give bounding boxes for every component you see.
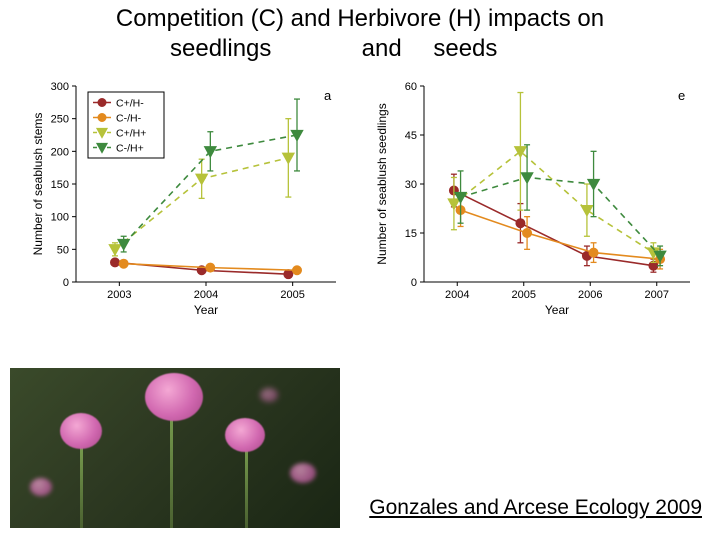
title-and: and (337, 34, 427, 64)
title-seeds: seeds (433, 34, 553, 64)
svg-text:250: 250 (51, 114, 69, 126)
svg-text:2004: 2004 (445, 289, 469, 301)
svg-text:2004: 2004 (194, 289, 218, 301)
seablush-photo (10, 368, 340, 528)
svg-text:2006: 2006 (578, 289, 602, 301)
svg-text:2003: 2003 (107, 289, 131, 301)
svg-text:C+/H+: C+/H+ (116, 128, 146, 140)
chart-a-svg: 0 50 100 150 200 250 300 2003 2004 2005 Year Number… (28, 78, 348, 318)
svg-text:Year: Year (545, 303, 569, 317)
svg-text:200: 200 (51, 146, 69, 158)
svg-text:C-/H-: C-/H- (116, 113, 142, 125)
svg-text:150: 150 (51, 179, 69, 191)
page-title: Competition (C) and Herbivore (H) impact… (0, 4, 720, 64)
svg-text:100: 100 (51, 212, 69, 224)
svg-text:2007: 2007 (645, 289, 669, 301)
svg-text:C+/H-: C+/H- (116, 98, 144, 110)
svg-text:15: 15 (405, 228, 417, 240)
svg-text:Number of seablush seedlings: Number of seablush seedlings (375, 103, 389, 264)
chart-e-svg: 0 15 30 45 60 2004 2005 2006 2007 Year Number of s… (372, 78, 702, 318)
svg-text:30: 30 (405, 179, 417, 191)
svg-text:2005: 2005 (512, 289, 536, 301)
chart-a: 0 50 100 150 200 250 300 2003 2004 2005 Year Number… (28, 78, 348, 318)
svg-text:300: 300 (51, 81, 69, 93)
svg-text:2005: 2005 (280, 289, 304, 301)
title-line1: Competition (C) and Herbivore (H) impact… (116, 5, 604, 32)
svg-text:0: 0 (411, 277, 417, 289)
svg-text:45: 45 (405, 130, 417, 142)
title-seedlings: seedlings (170, 34, 330, 64)
svg-text:C-/H+: C-/H+ (116, 143, 144, 155)
svg-text:Number of seablush stems: Number of seablush stems (31, 113, 45, 256)
svg-text:Year: Year (194, 303, 218, 317)
svg-text:50: 50 (57, 244, 69, 256)
citation: Gonzales and Arcese Ecology 2009 (369, 496, 702, 520)
svg-text:a: a (324, 88, 332, 103)
svg-text:0: 0 (63, 277, 69, 289)
svg-text:60: 60 (405, 81, 417, 93)
chart-e: 0 15 30 45 60 2004 2005 2006 2007 Year Number of s… (372, 78, 702, 318)
svg-text:e: e (678, 88, 685, 103)
